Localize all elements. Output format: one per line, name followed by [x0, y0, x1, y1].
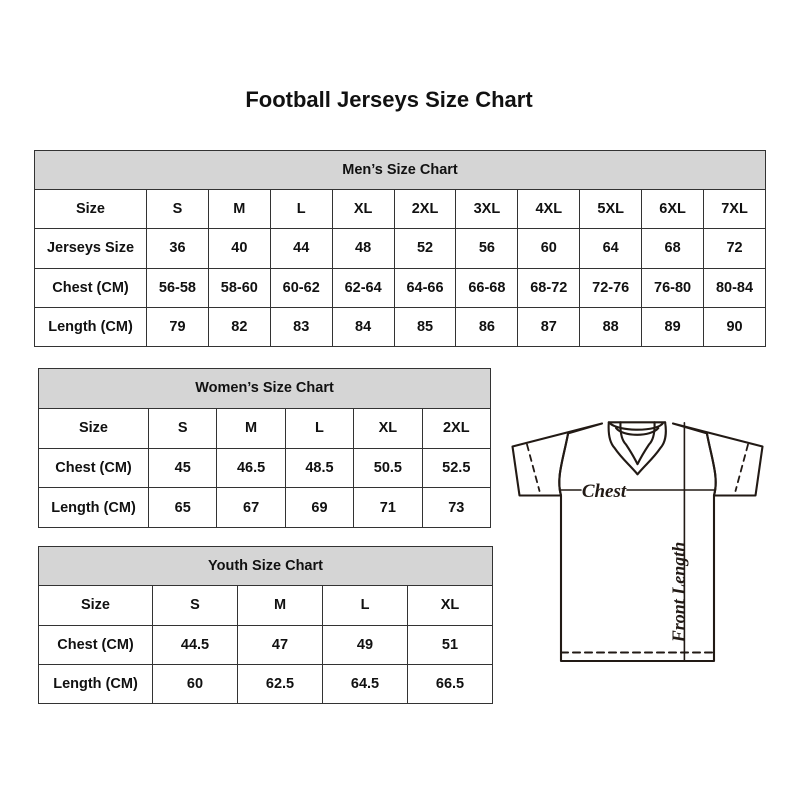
svg-text:Chest: Chest	[582, 481, 627, 502]
svg-text:Front Length: Front Length	[668, 542, 688, 644]
